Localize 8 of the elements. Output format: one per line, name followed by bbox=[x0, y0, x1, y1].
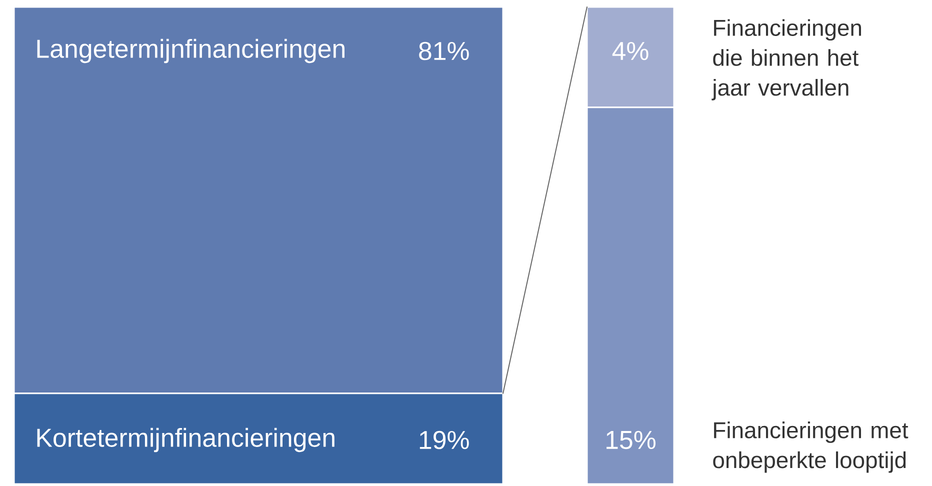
series-label: Kortetermijnfinancieringen bbox=[37, 428, 334, 452]
data-label: 15% bbox=[606, 430, 656, 450]
series-label: Financieringen die binnen het jaar vervallen bbox=[712, 19, 862, 100]
series-label: Langetermijnfinancieringen bbox=[37, 38, 344, 64]
series-label: Financieringen met onbeperkte looptijd bbox=[713, 422, 908, 473]
data-label: 81% bbox=[419, 42, 469, 60]
data-label: 19% bbox=[420, 430, 469, 450]
data-label: 4% bbox=[612, 42, 648, 60]
